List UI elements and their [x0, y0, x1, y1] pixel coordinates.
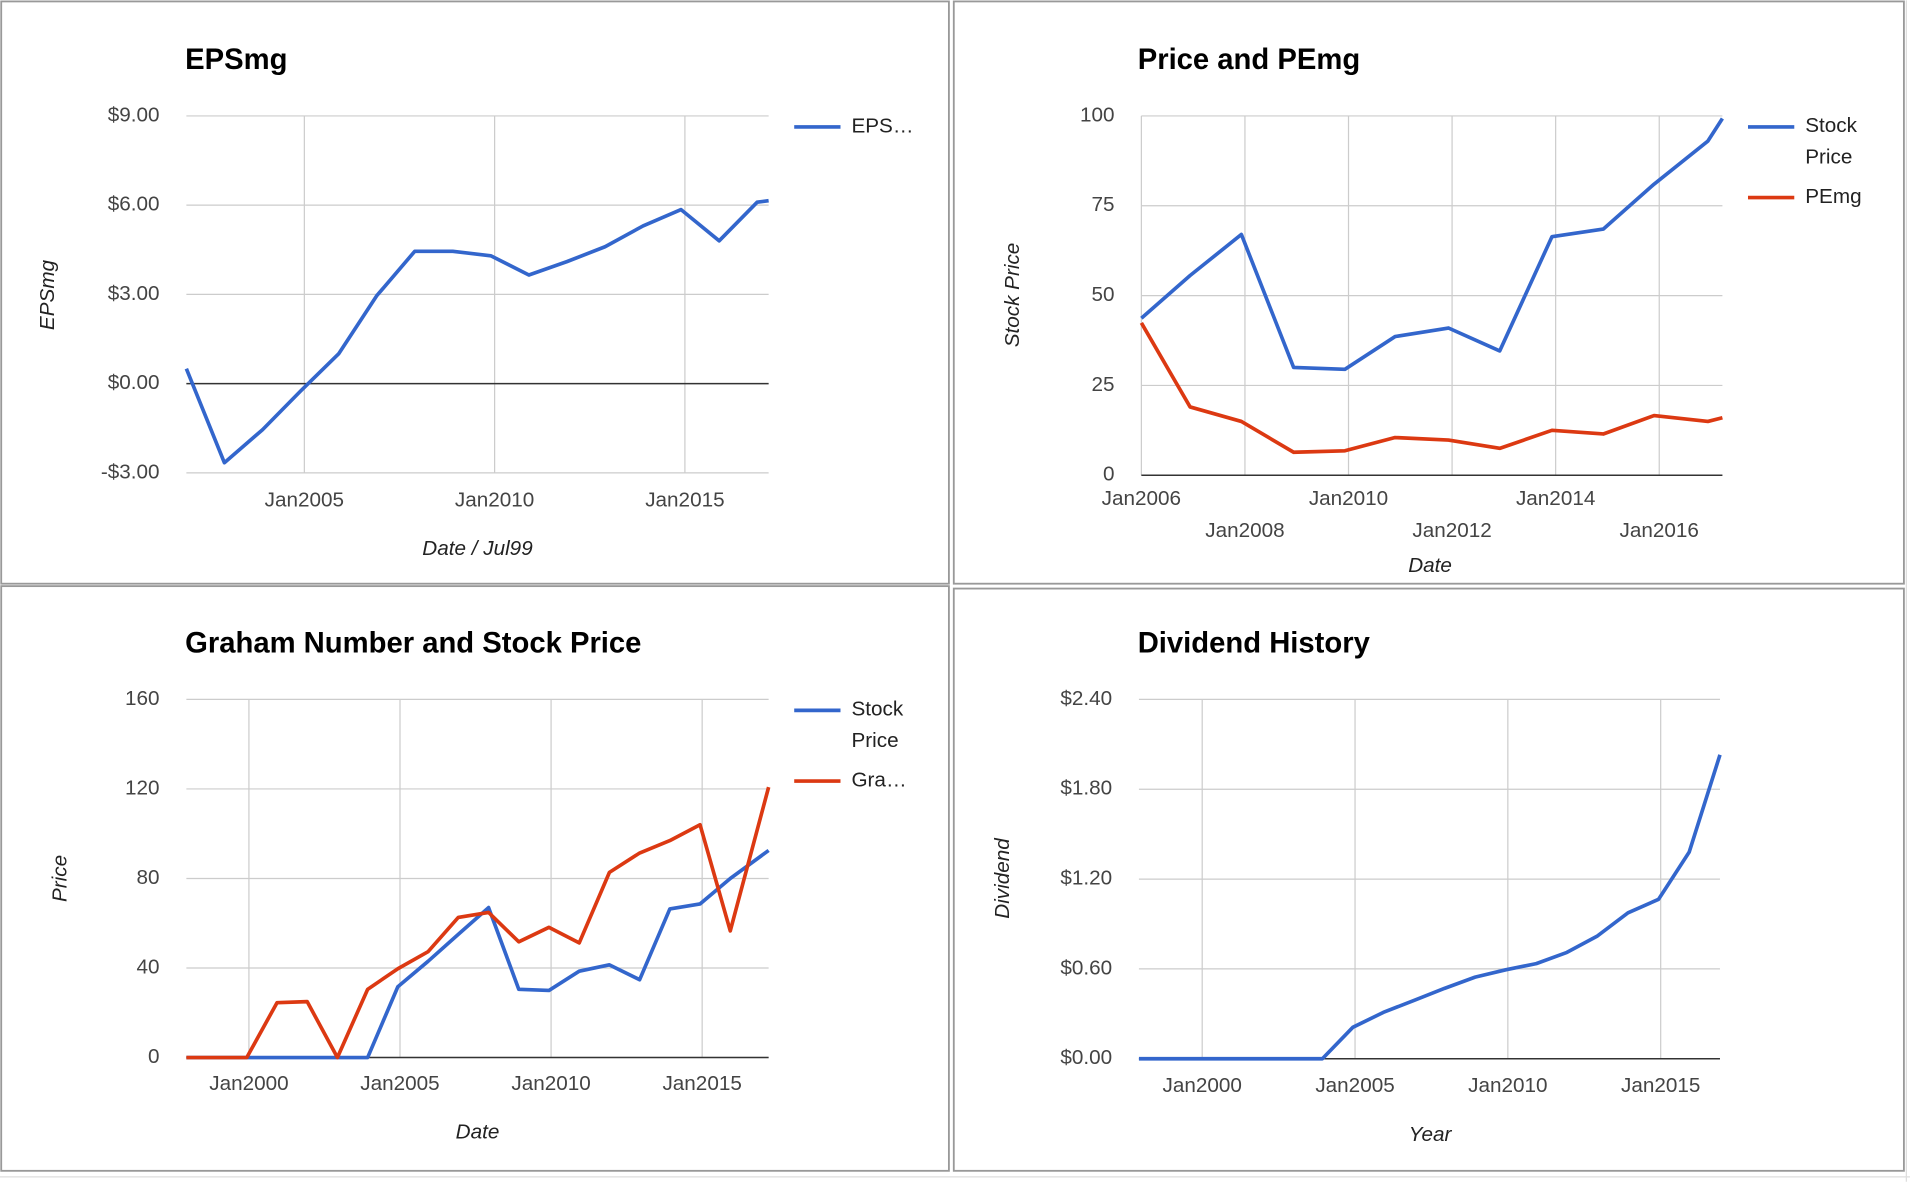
y-axis-label: EPSmg: [36, 259, 59, 330]
x-tick-label: Jan2015: [645, 488, 724, 511]
y-tick-label: $0.60: [1060, 956, 1112, 979]
x-tick-label: Jan2010: [511, 1072, 590, 1095]
x-tick-label: Jan2008: [1205, 519, 1284, 542]
y-tick-label: -$3.00: [101, 460, 160, 483]
series-line: [186, 848, 770, 1060]
y-tick-label: $6.00: [108, 193, 160, 216]
chart-title: Dividend History: [1138, 627, 1371, 659]
y-tick-label: 50: [1092, 283, 1115, 306]
y-axis-label: Price: [48, 855, 71, 902]
y-axis-label: Stock Price: [1001, 243, 1024, 348]
x-tick-label: Jan2010: [1468, 1074, 1547, 1097]
y-tick-label: 25: [1092, 373, 1115, 396]
x-axis-label: Year: [1409, 1123, 1453, 1146]
x-tick-label: Jan2015: [1621, 1074, 1700, 1097]
panel-border: [952, 0, 1905, 585]
y-tick-label: 120: [125, 776, 160, 799]
panel-border: [0, 0, 950, 585]
x-axis-label: Date: [456, 1121, 500, 1144]
series-line: [1139, 321, 1723, 455]
y-tick-label: $1.80: [1060, 777, 1112, 800]
y-tick-label: 160: [125, 687, 160, 710]
series-line: [184, 198, 769, 465]
x-tick-label: Jan2005: [360, 1072, 439, 1095]
series-line: [1138, 754, 1722, 1061]
x-tick-label: Jan2010: [1309, 487, 1388, 510]
legend-label: PEmg: [1805, 185, 1861, 208]
x-tick-label: Jan2010: [455, 488, 534, 511]
x-axis-label: Date: [1408, 554, 1452, 577]
x-tick-label: Jan2005: [265, 488, 344, 511]
series-line: [186, 786, 771, 1060]
legend-label: Stock Price: [851, 698, 909, 753]
y-tick-label: $2.40: [1060, 687, 1112, 710]
y-tick-label: 40: [137, 955, 160, 978]
y-axis-label: Dividend: [991, 837, 1014, 919]
y-tick-label: 80: [137, 866, 160, 889]
chart-title: Graham Number and Stock Price: [185, 627, 641, 659]
legend-label: Gra…: [851, 768, 906, 791]
panel-border: [952, 587, 1905, 1172]
x-axis-label: Date / Jul99: [422, 537, 533, 560]
y-tick-label: $0.00: [1060, 1046, 1112, 1069]
y-tick-label: 0: [1103, 463, 1115, 486]
legend-label: Stock Price: [1805, 114, 1863, 169]
y-tick-label: 0: [148, 1045, 160, 1068]
x-tick-label: Jan2006: [1102, 487, 1181, 510]
x-tick-label: Jan2000: [209, 1072, 288, 1095]
y-tick-label: 75: [1092, 193, 1115, 216]
x-tick-label: Jan2012: [1412, 519, 1491, 542]
chart-title: EPSmg: [185, 44, 287, 76]
y-tick-label: $9.00: [108, 103, 160, 126]
y-tick-label: 100: [1080, 103, 1115, 126]
y-tick-label: $0.00: [108, 371, 160, 394]
legend-label: EPS…: [851, 114, 913, 137]
panel-border: [0, 585, 950, 1172]
x-tick-label: Jan2000: [1163, 1074, 1242, 1097]
series-line: [1140, 117, 1724, 372]
x-tick-label: Jan2005: [1315, 1074, 1394, 1097]
x-tick-label: Jan2015: [662, 1072, 741, 1095]
y-tick-label: $3.00: [108, 282, 160, 305]
chart-title: Price and PEmg: [1138, 44, 1360, 76]
x-tick-label: Jan2014: [1516, 487, 1595, 510]
y-tick-label: $1.20: [1060, 867, 1112, 890]
x-tick-label: Jan2016: [1620, 519, 1699, 542]
